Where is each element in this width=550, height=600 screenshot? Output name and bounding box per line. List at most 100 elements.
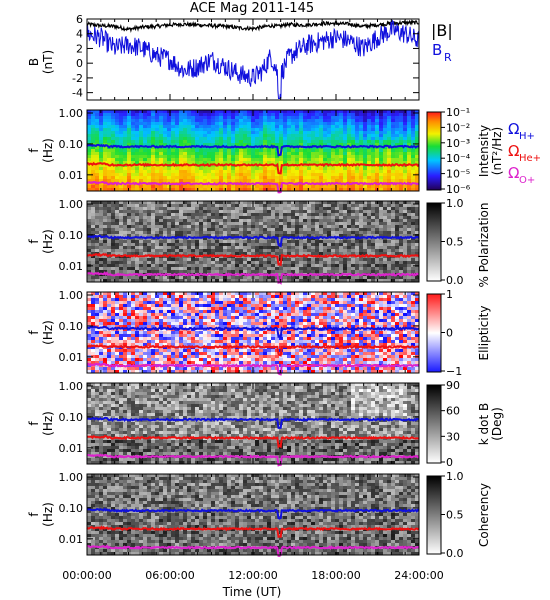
heatmap-cell — [375, 231, 380, 235]
heatmap-cell — [107, 149, 112, 153]
heatmap-cell — [95, 137, 100, 141]
heatmap-cell — [203, 222, 208, 226]
heatmap-cell — [359, 219, 364, 223]
heatmap-cell — [379, 255, 384, 259]
heatmap-cell — [103, 164, 108, 168]
heatmap-cell — [207, 301, 212, 305]
heatmap-cell — [331, 234, 336, 238]
heatmap-cell — [303, 116, 308, 120]
heatmap-cell — [159, 240, 164, 244]
heatmap-cell — [103, 173, 108, 177]
heatmap-cell — [131, 176, 136, 180]
heatmap-cell — [119, 137, 124, 141]
heatmap-cell — [263, 276, 268, 280]
heatmap-cell — [231, 149, 236, 153]
heatmap-cell — [399, 298, 404, 302]
heatmap-cell — [375, 116, 380, 120]
heatmap-cell — [279, 234, 284, 238]
heatmap-cell — [311, 116, 316, 120]
heatmap-cell — [367, 207, 372, 211]
heatmap-cell — [267, 298, 272, 302]
heatmap-cell — [131, 122, 136, 126]
heatmap-cell — [379, 246, 384, 250]
heatmap-cell — [291, 298, 296, 302]
heatmap-cell — [111, 110, 116, 114]
heatmap-cell — [319, 149, 324, 153]
heatmap-cell — [123, 249, 128, 253]
heatmap-cell — [235, 258, 240, 262]
heatmap-cell — [391, 179, 396, 183]
heatmap-cell — [127, 125, 132, 129]
heatmap-cell — [379, 110, 384, 114]
heatmap-cell — [247, 113, 252, 117]
heatmap-cell — [191, 307, 196, 311]
heatmap-cell — [307, 122, 312, 126]
heatmap-cell — [123, 252, 128, 256]
heatmap-cell — [287, 143, 292, 147]
heatmap-cell — [415, 119, 420, 123]
heatmap-cell — [215, 249, 220, 253]
heatmap-cell — [171, 213, 176, 217]
heatmap-cell — [387, 152, 392, 156]
heatmap-cell — [223, 270, 228, 274]
heatmap-cell — [295, 246, 300, 250]
heatmap-cell — [379, 276, 384, 280]
heatmap-cell — [363, 216, 368, 220]
heatmap-cell — [191, 298, 196, 302]
heatmap-cell — [295, 128, 300, 132]
heatmap-cell — [151, 213, 156, 217]
heatmap-cell — [211, 249, 216, 253]
heatmap-cell — [199, 188, 204, 192]
heatmap-cell — [387, 292, 392, 296]
heatmap-cell — [203, 307, 208, 311]
heatmap-cell — [155, 240, 160, 244]
heatmap-cell — [239, 225, 244, 229]
heatmap-cell — [283, 122, 288, 126]
heatmap-cell — [103, 158, 108, 162]
heatmap-cell — [103, 207, 108, 211]
heatmap-cell — [407, 258, 412, 262]
heatmap-cell — [379, 267, 384, 271]
heatmap-cell — [199, 176, 204, 180]
heatmap-cell — [375, 240, 380, 244]
heatmap-cell — [355, 152, 360, 156]
heatmap-cell — [211, 201, 216, 205]
heatmap-cell — [179, 125, 184, 129]
heatmap-cell — [395, 161, 400, 165]
heatmap-cell — [395, 116, 400, 120]
heatmap-cell — [251, 219, 256, 223]
heatmap-cell — [111, 176, 116, 180]
heatmap-cell — [199, 264, 204, 268]
heatmap-cell — [387, 158, 392, 162]
heatmap-cell — [315, 207, 320, 211]
heatmap-cell — [159, 237, 164, 241]
heatmap-cell — [323, 179, 328, 183]
heatmap-cell — [119, 279, 124, 283]
heatmap-cell — [359, 295, 364, 299]
heatmap-cell — [127, 216, 132, 220]
heatmap-cell — [379, 128, 384, 132]
heatmap-cell — [323, 261, 328, 265]
heatmap-cell — [291, 213, 296, 217]
heatmap-cell — [163, 188, 168, 192]
heatmap-cell — [387, 161, 392, 165]
heatmap-cell — [267, 219, 272, 223]
heatmap-cell — [91, 128, 96, 132]
heatmap-cell — [395, 279, 400, 283]
heatmap-cell — [259, 267, 264, 271]
heatmap-cell — [203, 179, 208, 183]
heatmap-cell — [99, 213, 104, 217]
heatmap-cell — [335, 270, 340, 274]
heatmap-cell — [343, 216, 348, 220]
heatmap-cell — [91, 119, 96, 123]
heatmap-cell — [399, 276, 404, 280]
heatmap-cell — [255, 267, 260, 271]
heatmap-cell — [347, 143, 352, 147]
heatmap-cell — [143, 207, 148, 211]
heatmap-cell — [215, 307, 220, 311]
heatmap-cell — [383, 131, 388, 135]
heatmap-cell — [411, 307, 416, 311]
heatmap-cell — [183, 222, 188, 226]
heatmap-cell — [379, 216, 384, 220]
heatmap-cell — [307, 246, 312, 250]
